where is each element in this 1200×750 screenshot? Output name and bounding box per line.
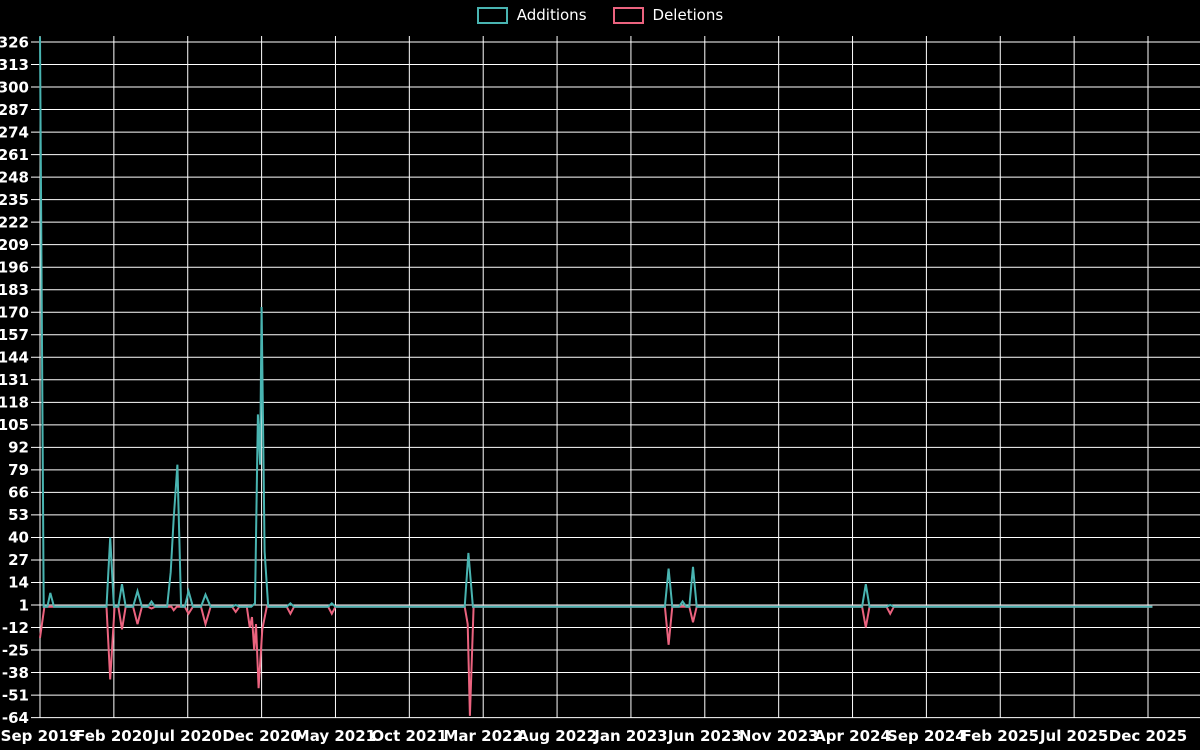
additions-swatch-icon [476, 6, 508, 24]
y-tick-label: 53 [8, 506, 29, 524]
y-tick-label: 27 [8, 551, 29, 569]
y-tick-label: 14 [8, 574, 29, 592]
x-gridlines [39, 36, 1149, 718]
y-tick-label: 92 [8, 439, 29, 457]
y-tick-label: 209 [0, 236, 29, 254]
y-tick-label: 287 [0, 101, 29, 119]
deletions-legend-label: Deletions [652, 6, 724, 24]
x-tick-label: Aug 2022 [517, 727, 597, 745]
x-tick-label: Sep 2019 [1, 727, 80, 745]
y-tick-label: 170 [0, 303, 29, 321]
y-tick-label: 300 [0, 78, 29, 96]
chart-legend: Additions Deletions [0, 6, 1200, 24]
y-tick-label: 144 [0, 349, 29, 367]
y-tick-label: -25 [2, 641, 29, 659]
deletions-line [39, 605, 1153, 716]
y-tick-label: 105 [0, 416, 29, 434]
y-tick-label: 261 [0, 146, 29, 164]
x-tick-label: Sep 2024 [887, 727, 966, 745]
y-tick-label: -12 [2, 619, 29, 637]
y-tick-label: 313 [0, 56, 29, 74]
x-tick-label: Apr 2024 [814, 727, 891, 745]
y-tick-label: 235 [0, 191, 29, 209]
legend-item-additions[interactable]: Additions [476, 6, 587, 24]
x-tick-label: Jul 2020 [153, 727, 222, 745]
y-tick-label: -51 [2, 686, 29, 704]
y-axis-labels: 326 313 300 287 274 261 248 235 222 209 196 183 170 1… [0, 33, 29, 727]
x-tick-label: May 2021 [295, 727, 376, 745]
y-gridlines [31, 41, 1200, 719]
y-tick-label: 222 [0, 213, 29, 231]
y-tick-label: 248 [0, 168, 29, 186]
y-tick-label: 326 [0, 33, 29, 51]
y-tick-label: 118 [0, 394, 29, 412]
x-tick-label: Feb 2025 [962, 727, 1040, 745]
y-tick-label: 131 [0, 371, 29, 389]
y-tick-label: 40 [8, 529, 29, 547]
additions-legend-label: Additions [516, 6, 587, 24]
x-tick-label: Oct 2021 [371, 727, 447, 745]
y-tick-label: 157 [0, 326, 29, 344]
y-tick-label: -64 [2, 709, 29, 727]
y-tick-label: 196 [0, 258, 29, 276]
x-tick-label: Nov 2023 [739, 727, 819, 745]
y-tick-label: 183 [0, 281, 29, 299]
y-tick-label: 274 [0, 123, 29, 141]
y-tick-label: 1 [19, 596, 29, 614]
y-tick-label: -38 [2, 664, 29, 682]
y-tick-label: 66 [8, 484, 29, 502]
deletions-swatch-icon [612, 6, 644, 24]
y-tick-label: 79 [8, 461, 29, 479]
x-tick-label: Jun 2023 [667, 727, 742, 745]
x-tick-label: Feb 2020 [75, 727, 153, 745]
legend-item-deletions[interactable]: Deletions [612, 6, 724, 24]
x-tick-label: Mar 2022 [443, 727, 522, 745]
x-tick-label: Dec 2025 [1109, 727, 1188, 745]
x-tick-label: Dec 2020 [222, 727, 301, 745]
additions-line [39, 36, 1153, 608]
x-tick-label: Jan 2023 [593, 727, 667, 745]
x-tick-label: Jul 2025 [1039, 727, 1108, 745]
